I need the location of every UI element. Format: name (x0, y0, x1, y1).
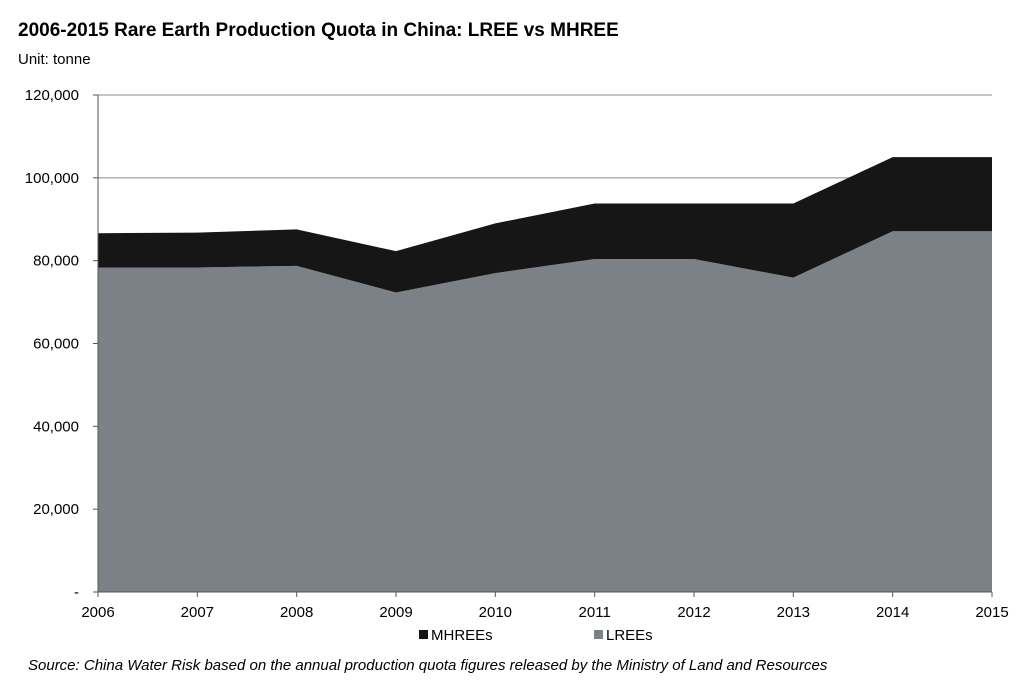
x-tick-label: 2014 (876, 604, 909, 621)
y-tick-label: 120,000 (25, 87, 79, 104)
x-tick-label: 2011 (579, 604, 611, 621)
x-tick-label: 2006 (81, 604, 114, 621)
x-tick-label: 2015 (975, 604, 1008, 621)
y-tick-label: 100,000 (25, 170, 79, 187)
x-tick-label: 2010 (479, 604, 512, 621)
y-tick-label: 20,000 (33, 501, 79, 518)
legend-swatch-mhrees (419, 630, 428, 639)
area-lrees (98, 231, 992, 592)
y-tick-label: 60,000 (33, 336, 79, 353)
legend: MHREEs LREEs (419, 627, 653, 644)
chart-subtitle: Unit: tonne (18, 51, 91, 68)
chart-title: 2006-2015 Rare Earth Production Quota in… (18, 20, 619, 41)
y-tick-label: 40,000 (33, 418, 79, 435)
legend-swatch-lrees (594, 630, 603, 639)
x-tick-label: 2008 (280, 604, 313, 621)
source-note: Source: China Water Risk based on the an… (28, 657, 828, 674)
y-tick-label: - (74, 584, 79, 601)
area-mhrees (98, 157, 992, 293)
legend-label-lrees: LREEs (606, 627, 653, 644)
x-tick-label: 2007 (181, 604, 214, 621)
x-axis-tick-labels: 2006 2007 2008 2009 2010 2011 2012 2013 2014 2015 (81, 604, 1008, 621)
x-tick-label: 2009 (379, 604, 412, 621)
axes (93, 94, 993, 597)
y-axis-tick-labels: - 20,000 40,000 60,000 80,000 100,000 120,000 (25, 87, 79, 601)
y-tick-label: 80,000 (33, 253, 79, 270)
x-tick-label: 2013 (777, 604, 810, 621)
x-tick-label: 2012 (677, 604, 710, 621)
legend-label-mhrees: MHREEs (431, 627, 493, 644)
plot-areas (98, 157, 992, 592)
